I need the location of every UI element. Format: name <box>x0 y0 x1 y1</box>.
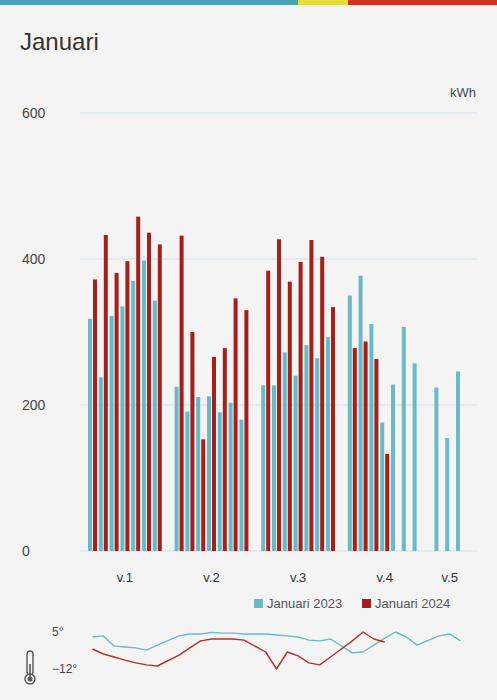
bar <box>88 319 92 551</box>
legend-label: Januari 2024 <box>375 596 450 611</box>
x-tick-label: v.3 <box>290 570 306 585</box>
bar <box>175 387 179 551</box>
bar <box>369 324 373 551</box>
bar <box>142 260 146 551</box>
bar <box>331 307 335 551</box>
legend-swatch <box>254 599 263 608</box>
stripe <box>0 0 298 5</box>
bar <box>244 310 248 551</box>
bar <box>147 233 151 551</box>
background <box>0 0 497 700</box>
y-tick-label: −12° <box>52 662 77 676</box>
bar <box>239 420 243 551</box>
bar <box>353 348 357 551</box>
bar <box>391 385 395 551</box>
bar <box>283 352 287 551</box>
bar <box>229 403 233 551</box>
title: Januari <box>20 28 99 55</box>
bar <box>277 239 281 551</box>
legend-label: Januari 2023 <box>267 596 342 611</box>
stripe <box>298 0 348 5</box>
bar <box>315 358 319 551</box>
bar <box>364 341 368 551</box>
temperature-line <box>93 632 385 669</box>
bar <box>266 271 270 551</box>
bar <box>120 306 124 551</box>
bar <box>218 412 222 551</box>
bar <box>326 337 330 551</box>
thermometer-icon <box>29 664 31 677</box>
bar <box>190 332 194 551</box>
bar <box>456 371 460 551</box>
x-tick-label: v.4 <box>377 570 393 585</box>
bar <box>196 397 200 551</box>
bar <box>136 217 140 551</box>
bar <box>110 316 114 551</box>
bar <box>99 377 103 551</box>
bar <box>348 296 352 552</box>
bar <box>207 396 211 551</box>
bar <box>272 385 276 551</box>
bar <box>304 345 308 551</box>
bars <box>88 217 460 551</box>
bar <box>93 279 97 551</box>
x-tick-label: v.5 <box>442 570 458 585</box>
y-tick-label: 0 <box>22 543 30 559</box>
bar <box>261 385 265 551</box>
y-tick-label: 600 <box>22 105 46 121</box>
bar <box>359 276 363 551</box>
bar <box>180 236 184 551</box>
x-tick-label: v.1 <box>117 570 133 585</box>
bar <box>185 412 189 551</box>
bar <box>153 301 157 551</box>
y-axis-label: kWh <box>450 85 476 100</box>
bar <box>288 282 292 551</box>
bar <box>434 387 438 551</box>
bar <box>234 298 238 551</box>
y-tick-label: 5° <box>52 625 64 639</box>
bar <box>115 273 119 551</box>
bar <box>201 439 205 551</box>
thermometer-icon <box>28 677 33 682</box>
bar <box>380 423 384 551</box>
bar <box>309 240 313 551</box>
bar <box>131 281 135 551</box>
bar <box>104 235 108 551</box>
lines <box>93 632 461 669</box>
bar <box>445 438 449 551</box>
bar <box>402 327 406 551</box>
bar <box>294 376 298 551</box>
stripe <box>348 0 497 5</box>
temperature-line <box>93 632 461 653</box>
chart-root: Januari kWh 0 200 400 600 v.1 v.2 v.3 v.4 v.5 Janua… <box>0 0 497 700</box>
bar <box>413 363 417 551</box>
bar <box>158 244 162 551</box>
bar <box>223 348 227 551</box>
y-tick-label: 400 <box>22 251 46 267</box>
x-tick-label: v.2 <box>203 570 219 585</box>
y-tick-label: 200 <box>22 397 46 413</box>
bar <box>125 261 129 551</box>
bar <box>374 359 378 551</box>
bar <box>320 257 324 551</box>
bar <box>212 357 216 551</box>
bar <box>299 262 303 551</box>
grid-line <box>80 113 477 114</box>
legend-swatch <box>362 599 371 608</box>
bar <box>385 454 389 551</box>
